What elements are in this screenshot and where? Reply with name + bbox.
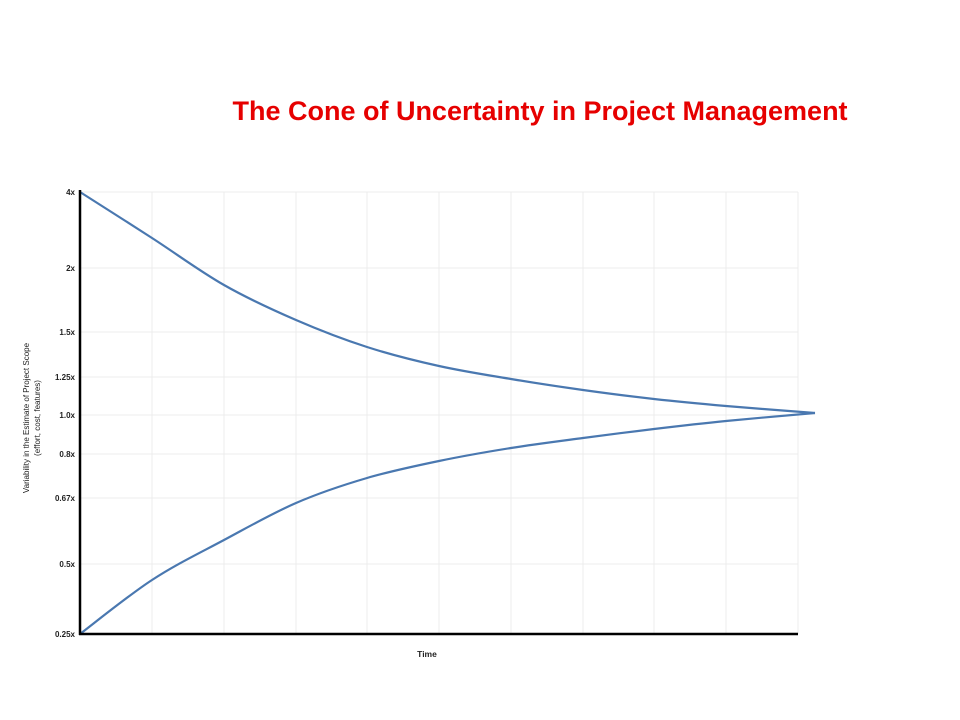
upper-bound-line	[79, 191, 816, 415]
y-axis-label: Variability in the Estimate of Project S…	[22, 342, 42, 493]
y-axis-label-line2: (effort, cost, features)	[33, 380, 42, 456]
y-tick-label: 1.5x	[59, 328, 75, 337]
lower-bound-line	[79, 411, 816, 635]
x-axis-label: Time	[417, 649, 437, 659]
y-tick-label: 0.8x	[59, 450, 75, 459]
chart-title: The Cone of Uncertainty in Project Manag…	[232, 96, 848, 126]
y-tick-label: 4x	[66, 188, 75, 197]
y-axis-ticks: 4x 2x 1.5x 1.25x 1.0x 0.8x 0.67x 0.5x 0.25x	[55, 188, 76, 639]
y-axis-label-line1: Variability in the Estimate of Project S…	[22, 342, 31, 493]
gridlines	[80, 191, 799, 635]
y-tick-label: 0.5x	[59, 560, 75, 569]
y-tick-label: 2x	[66, 264, 75, 273]
y-tick-label: 0.25x	[55, 630, 76, 639]
y-tick-label: 1.0x	[59, 411, 75, 420]
y-tick-label: 0.67x	[55, 494, 76, 503]
y-tick-label: 1.25x	[55, 373, 76, 382]
